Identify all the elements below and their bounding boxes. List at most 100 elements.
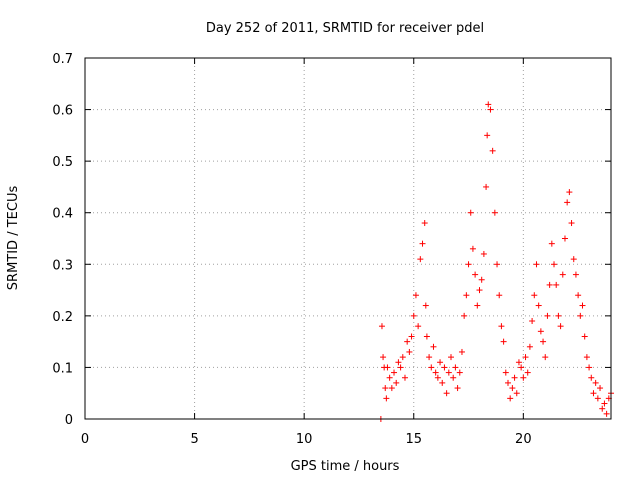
data-point [458,348,465,355]
y-tick-label: 0.5 [52,155,73,170]
data-point [410,312,417,319]
data-point [557,323,564,330]
data-point [437,359,444,366]
data-point [581,333,588,340]
data-point [531,292,538,299]
data-point [579,302,586,309]
data-point [445,369,452,376]
plot-frame [84,57,612,420]
data-point [378,323,385,330]
data-point [426,354,433,361]
data-point [572,271,579,278]
data-point [513,390,520,397]
data-point [570,256,577,263]
data-point [386,374,393,381]
data-point [450,374,457,381]
data-point [448,354,455,361]
data-point [518,364,525,371]
y-tick-label: 0.3 [52,258,73,273]
y-axis-label: SRMTID / TECUs [6,186,21,291]
data-point [474,302,481,309]
data-point [601,400,608,407]
data-point [498,323,505,330]
data-point [480,250,487,257]
data-point [393,379,400,386]
data-point [507,395,514,402]
data-point [537,328,544,335]
data-point [594,395,601,402]
data-point [456,369,463,376]
data-point [465,261,472,268]
data-point [476,287,483,294]
x-tick-label: 10 [296,432,313,447]
data-point [546,281,553,288]
data-point [428,364,435,371]
data-point [524,369,531,376]
data-point [504,379,511,386]
data-point [529,318,536,325]
data-point [461,312,468,319]
y-tick-label: 0.2 [52,310,73,325]
data-point [485,101,492,108]
data-point [423,333,430,340]
grid-layer [85,58,611,419]
data-point [478,276,485,283]
data-point [399,354,406,361]
data-point [502,369,509,376]
data-point [430,343,437,350]
data-point [404,338,411,345]
data-point [421,220,428,227]
data-point [586,364,593,371]
data-point [561,235,568,242]
chart-title: Day 252 of 2011, SRMTID for receiver pde… [206,21,484,36]
data-point [384,364,391,371]
data-point [484,132,491,139]
y-tick-label: 0.6 [52,104,73,119]
data-point [494,261,501,268]
data-point [432,369,439,376]
data-point [564,199,571,206]
data-point [511,374,518,381]
data-point [417,256,424,263]
x-tick-label: 20 [515,432,532,447]
x-axis-label: GPS time / hours [291,459,400,474]
x-tick-label: 15 [405,432,422,447]
data-point [443,390,450,397]
data-point [380,354,387,361]
data-point [533,261,540,268]
data-point [583,354,590,361]
data-point [559,271,566,278]
data-point [401,374,408,381]
data-point [597,385,604,392]
data-point [566,189,573,196]
data-point [599,405,606,412]
y-tick-label: 0.1 [52,361,73,376]
data-point [588,374,595,381]
data-point [542,354,549,361]
data-point [535,302,542,309]
data-point [439,379,446,386]
data-point [489,147,496,154]
data-point [483,183,490,190]
data-point [467,209,474,216]
data-point [540,338,547,345]
data-point [383,395,390,402]
data-point [388,385,395,392]
data-point [452,364,459,371]
data-point [515,359,522,366]
data-point [406,348,413,355]
points-layer [377,101,614,422]
data-point [419,240,426,247]
data-point [603,410,610,417]
x-tick-label: 5 [190,432,198,447]
data-point [491,209,498,216]
tick-layer: 0 0.1 0.2 0.3 0.4 0.5 0.6 0.7 0 5 10 15 20 [52,52,611,447]
data-point [555,312,562,319]
y-tick-label: 0 [65,413,73,428]
data-point [577,312,584,319]
data-point [397,364,404,371]
data-point [551,261,558,268]
data-point [592,379,599,386]
data-point [553,281,560,288]
